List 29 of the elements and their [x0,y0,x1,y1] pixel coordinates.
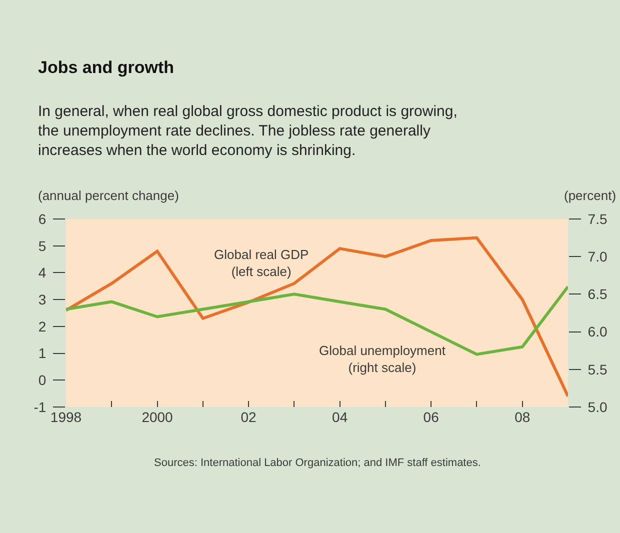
y-tick-label: 0 [38,372,46,388]
y-axis-title: (annual percent change) [38,188,179,203]
x-tick-label: 08 [514,409,530,425]
y-tick-label: 6 [38,210,46,227]
annotation: Global real GDP (left scale) [214,247,309,279]
y2-axis-title: (percent) [564,188,616,203]
y2-tick-label: 7.5 [588,210,608,227]
y2-tick-label: 5.0 [588,398,608,415]
line-series [66,285,568,356]
y-tick-label: 5 [38,238,46,254]
y2-tick-label: 6.5 [588,286,608,302]
y-tick-label: -1 [34,398,46,415]
y-tick-label: 4 [38,264,46,281]
y2-tick-label: 6.0 [588,324,608,340]
y2-tick-label: 5.5 [588,361,608,378]
x-tick-label: 02 [240,409,257,425]
y-tick-label: 2 [38,318,46,334]
x-tick-label: 06 [423,409,440,425]
y2-tick-label: 7.0 [588,248,608,264]
x-tick-label: 2000 [142,409,174,425]
annotation: Global unemployment (right scale) [319,343,446,375]
line-series [66,236,568,398]
chart-subtitle: In general, when real global gross domestic product is growing, the unemployment rate declines. The jobless rate generally increases when the world economy is shrinking. [38,103,458,159]
x-tick-label: 04 [332,409,348,425]
y-tick-label: 3 [38,291,46,308]
chart-title: Jobs and growth [38,58,174,77]
x-tick-label: 1998 [50,409,82,425]
y-tick-label: 1 [38,345,46,362]
source-note: Sources: International Labor Organization; and IMF staff estimates. [154,457,481,469]
